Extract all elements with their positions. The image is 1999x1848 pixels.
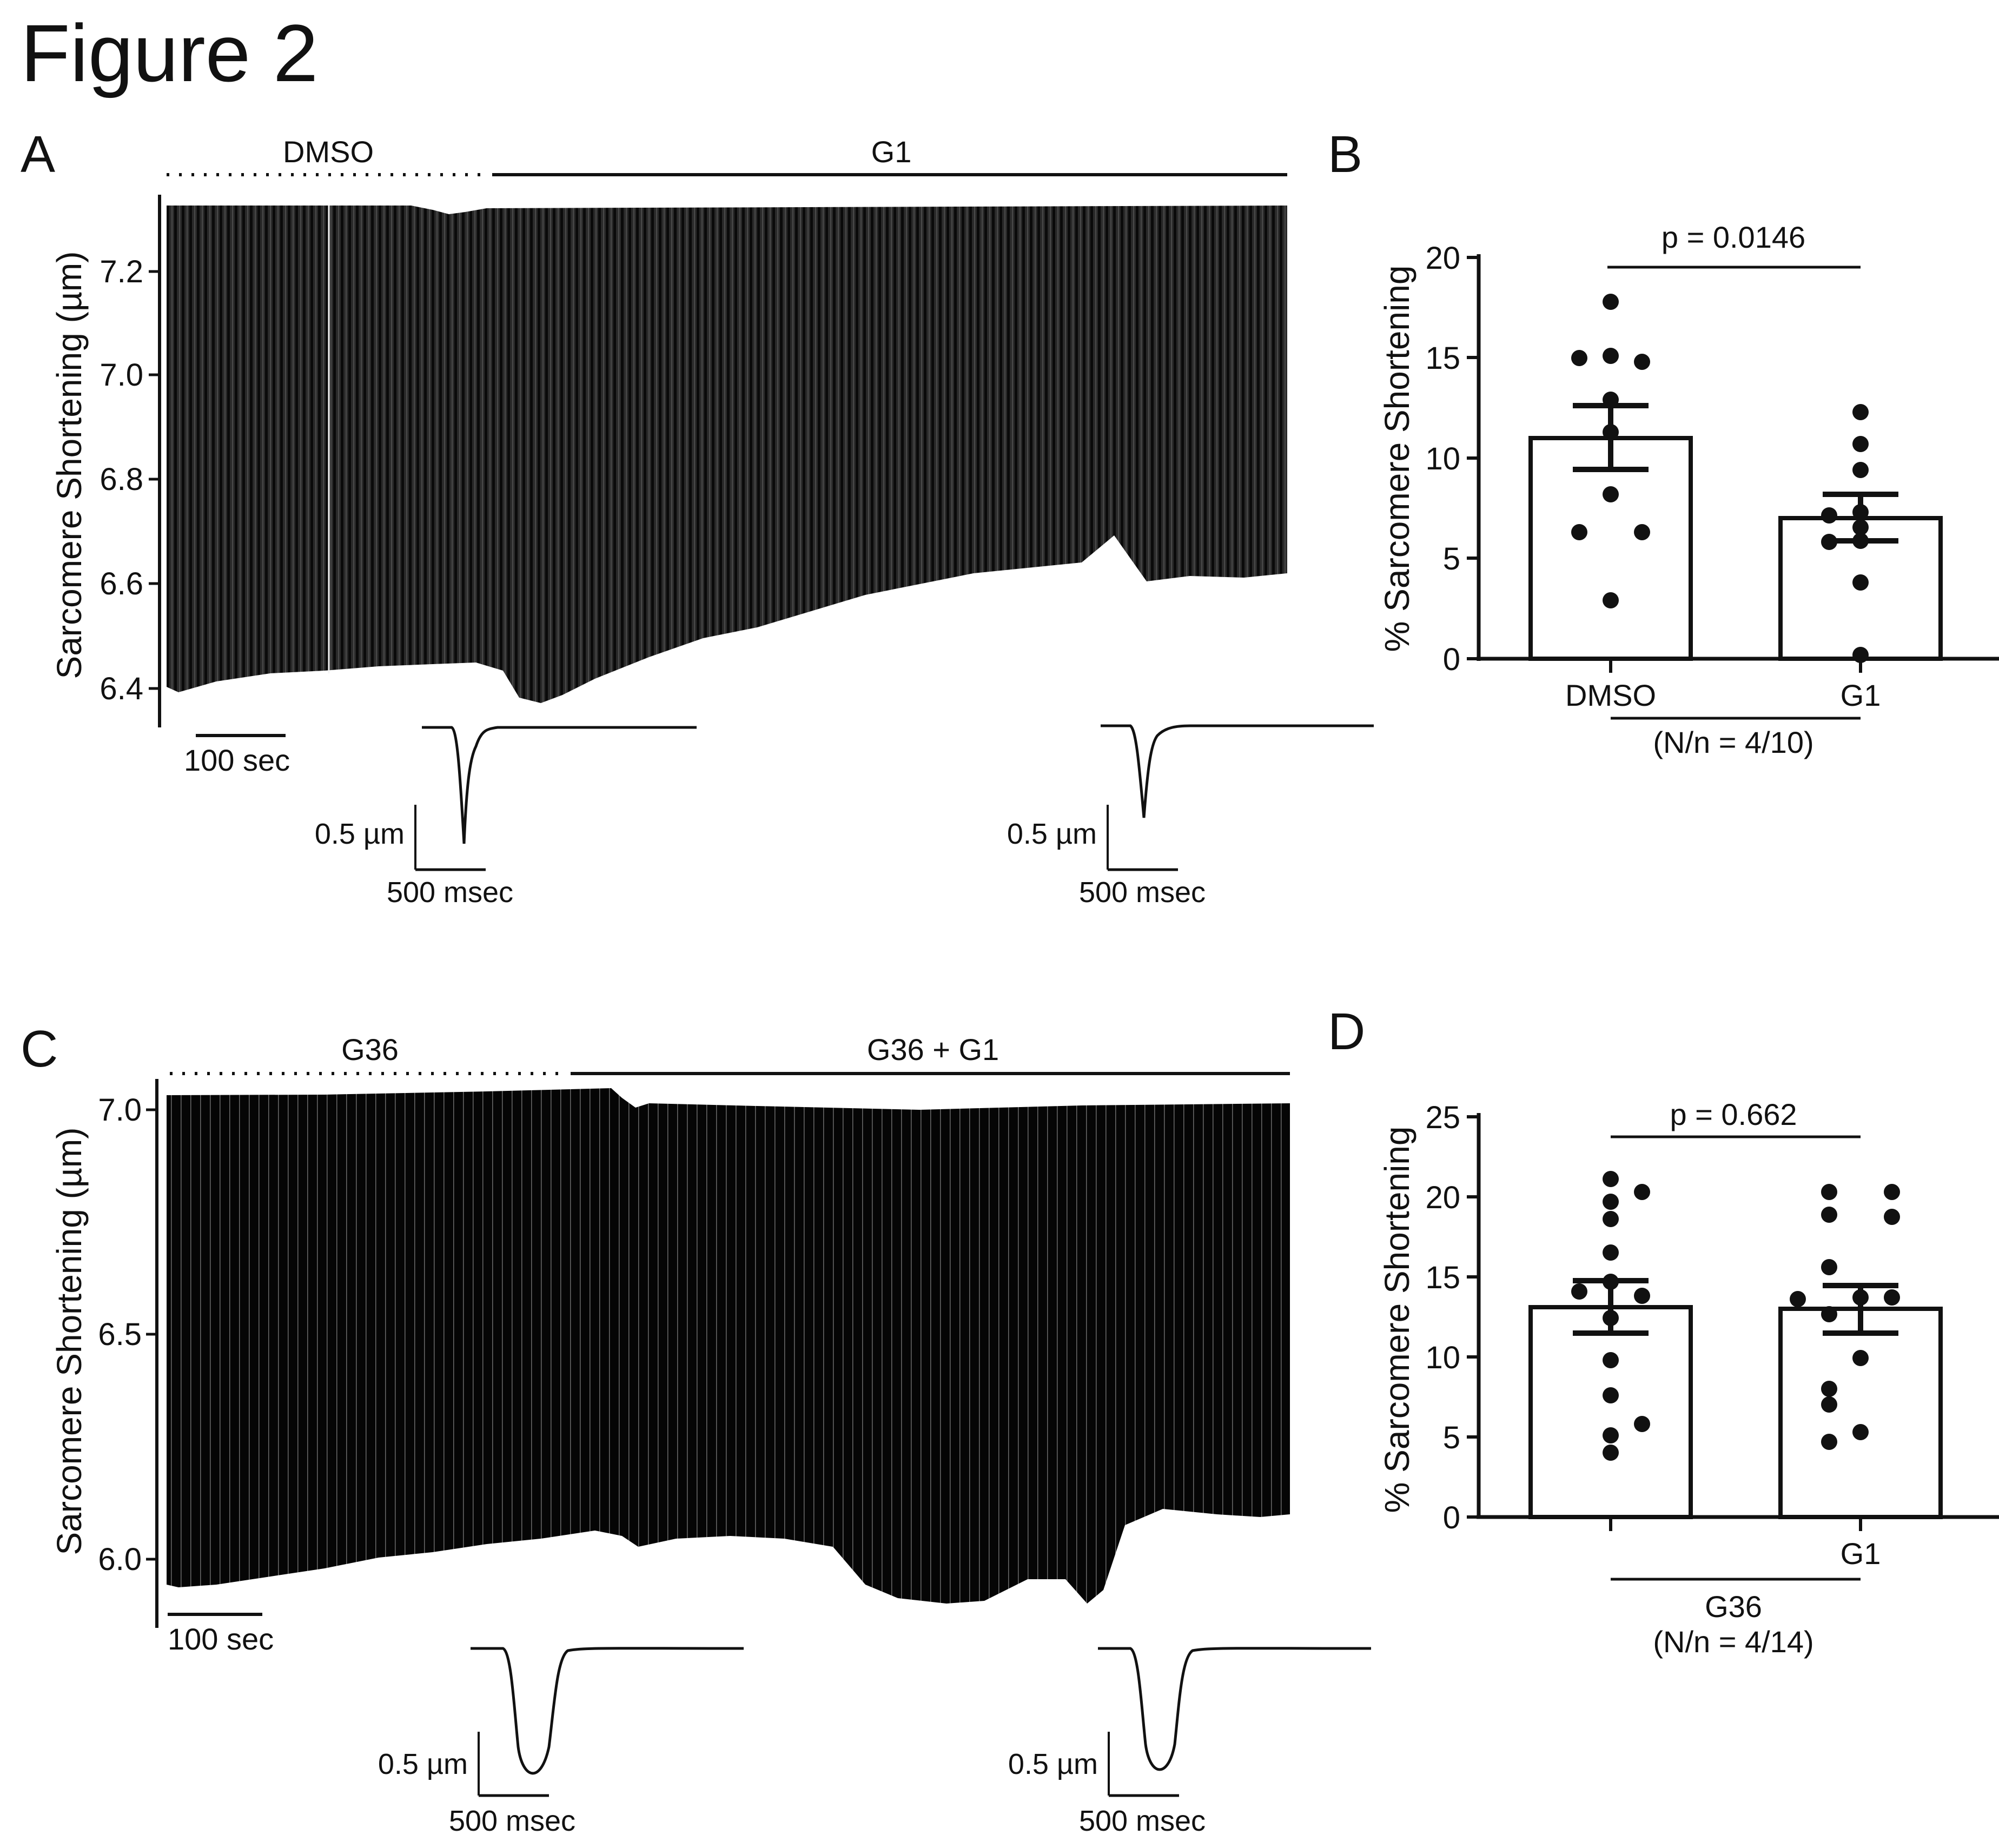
y-tick-label: 10 xyxy=(1425,1340,1460,1375)
y-tick-label: 6.0 xyxy=(98,1542,142,1577)
y-tick-label: 6.8 xyxy=(100,462,143,497)
y-axis-label-a: Sarcomere Shortening (µm) xyxy=(50,251,89,679)
panel-letter-b: B xyxy=(1328,125,1362,183)
y-tick-label: 6.6 xyxy=(100,566,143,601)
y-tick-label: 6.4 xyxy=(100,671,143,706)
panel-letter-a: A xyxy=(21,125,55,183)
inset-trace-c-g36-g1: 0.5 µm 500 msec xyxy=(1008,1647,1372,1837)
y-tick-label: 7.0 xyxy=(100,357,143,393)
panel-b: B % Sarcomere Shortening 20 15 10 5 0 p … xyxy=(1328,125,1999,759)
panel-letter-c: C xyxy=(21,1020,58,1078)
bar-g36 xyxy=(1528,1305,1693,1519)
panel-d: D % Sarcomere Shortening 25 20 15 10 5 0… xyxy=(1328,1003,1999,1659)
y-tick-label: 15 xyxy=(1425,341,1460,376)
condition-label-dmso: DMSO xyxy=(283,135,374,169)
inset-trace-c-g36: 0.5 µm 500 msec xyxy=(378,1647,744,1837)
inset-y-scale: 0.5 µm xyxy=(1008,1748,1098,1780)
inset-y-scale: 0.5 µm xyxy=(378,1748,468,1780)
y-tick-label: 20 xyxy=(1425,1180,1460,1215)
y-tick-label: 5 xyxy=(1443,541,1460,577)
y-tick-label: 0 xyxy=(1443,642,1460,677)
sarcomere-trace-c xyxy=(167,1088,1290,1604)
inset-y-scale: 0.5 µm xyxy=(1007,818,1097,850)
figure-title: Figure 2 xyxy=(21,8,318,98)
y-ticks-c: 7.0 6.5 6.0 xyxy=(98,1092,157,1577)
inset-trace-a-g1: 0.5 µm 500 msec xyxy=(1007,724,1374,909)
data-points-d xyxy=(1571,1171,1900,1461)
inset-x-scale: 500 msec xyxy=(387,876,513,909)
group-label-g36: G36 xyxy=(1705,1589,1762,1624)
inset-x-scale: 500 msec xyxy=(449,1805,575,1837)
y-tick-label: 7.2 xyxy=(100,254,143,289)
y-ticks-a: 7.2 7.0 6.8 6.6 6.4 xyxy=(100,254,160,706)
n-label-d: (N/n = 4/14) xyxy=(1653,1625,1813,1659)
y-tick-label: 6.5 xyxy=(98,1317,142,1352)
y-tick-label: 0 xyxy=(1443,1500,1460,1535)
y-tick-label: 5 xyxy=(1443,1420,1460,1455)
y-tick-label: 20 xyxy=(1425,241,1460,276)
time-scale-label-a: 100 sec xyxy=(184,743,290,777)
data-points-b xyxy=(1571,294,1869,663)
y-tick-label: 25 xyxy=(1425,1100,1460,1135)
panel-letter-d: D xyxy=(1328,1003,1365,1061)
condition-label-g1: G1 xyxy=(871,135,912,169)
condition-label-g36-g1: G36 + G1 xyxy=(867,1032,999,1067)
y-tick-label: 10 xyxy=(1425,441,1460,476)
y-tick-label: 15 xyxy=(1425,1260,1460,1295)
y-ticks-d: 25 20 15 10 5 0 xyxy=(1425,1100,1479,1535)
y-axis-label-b: % Sarcomere Shortening xyxy=(1378,265,1416,652)
sarcomere-trace-a xyxy=(167,206,1287,703)
y-tick-label: 7.0 xyxy=(98,1092,142,1128)
inset-trace-a-dmso: 0.5 µm 500 msec xyxy=(315,726,697,909)
x-label-g1: G1 xyxy=(1841,678,1881,712)
n-label-b: (N/n = 4/10) xyxy=(1653,725,1813,759)
y-axis-label-d: % Sarcomere Shortening xyxy=(1378,1126,1416,1513)
x-label-g1: G1 xyxy=(1841,1536,1881,1571)
inset-x-scale: 500 msec xyxy=(1079,1805,1206,1837)
y-ticks-b: 20 15 10 5 0 xyxy=(1425,241,1479,677)
bar-g36-g1 xyxy=(1778,1307,1943,1519)
x-label-dmso: DMSO xyxy=(1565,678,1656,712)
y-axis-label-c: Sarcomere Shortening (µm) xyxy=(50,1128,89,1555)
p-value-b: p = 0.0146 xyxy=(1662,220,1805,254)
time-scale-label-c: 100 sec xyxy=(168,1622,274,1656)
condition-label-g36: G36 xyxy=(341,1032,399,1067)
inset-y-scale: 0.5 µm xyxy=(315,818,405,850)
panel-c: C G36 G36 + G1 7.0 6.5 6.0 Sarcomere Sho… xyxy=(21,1020,1372,1837)
panel-a: A DMSO G1 7.2 7.0 6.8 6.6 6.4 Sarcomere … xyxy=(21,125,1374,909)
inset-x-scale: 500 msec xyxy=(1079,876,1206,909)
p-value-d: p = 0.662 xyxy=(1670,1097,1797,1131)
